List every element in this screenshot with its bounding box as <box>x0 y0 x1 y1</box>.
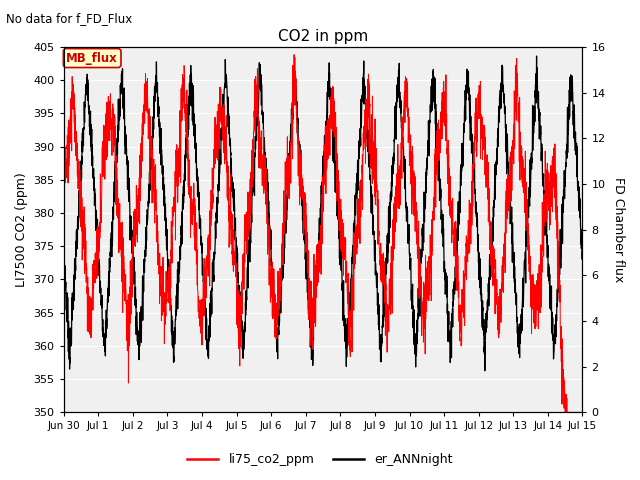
Text: MB_flux: MB_flux <box>67 51 118 65</box>
Y-axis label: FD Chamber flux: FD Chamber flux <box>612 177 625 282</box>
Legend: li75_co2_ppm, er_ANNnight: li75_co2_ppm, er_ANNnight <box>182 448 458 471</box>
Text: No data for f_FD_Flux: No data for f_FD_Flux <box>6 12 132 25</box>
Title: CO2 in ppm: CO2 in ppm <box>278 29 368 44</box>
Y-axis label: LI7500 CO2 (ppm): LI7500 CO2 (ppm) <box>15 172 28 287</box>
